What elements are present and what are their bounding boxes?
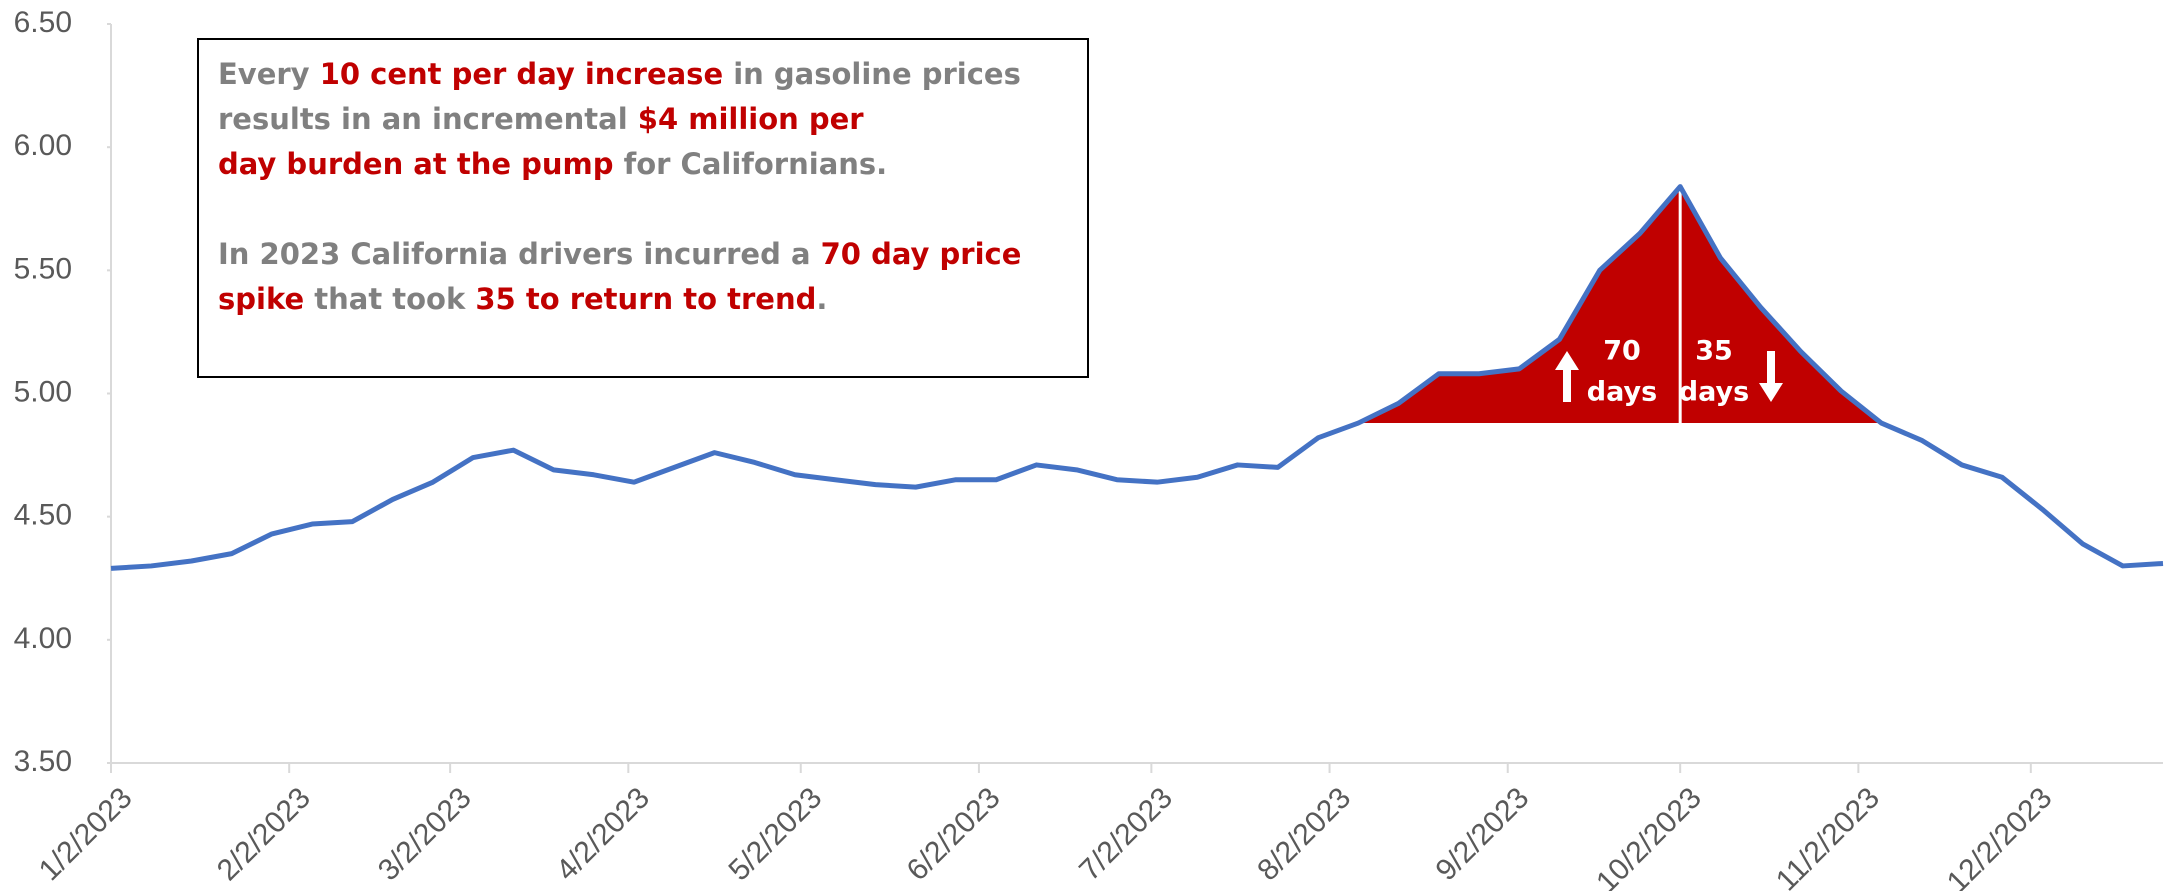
y-tick-label: 4.50 (14, 499, 72, 532)
price-line (110, 184, 2164, 571)
note-text: In 2023 California drivers incurred a (218, 237, 821, 271)
note-text: that took (304, 282, 475, 316)
spike-area (1358, 186, 1882, 424)
note-text: 70 day price (821, 237, 1022, 271)
x-tick-label: 8/2/2023 (1251, 781, 1357, 887)
x-tick-label: 1/2/2023 (33, 781, 139, 887)
y-tick-label: 6.50 (14, 6, 72, 39)
up-arrow (1555, 351, 1579, 402)
note-text: for Californians. (614, 147, 888, 181)
note-box (197, 38, 1089, 378)
note-text: 10 cent per day increase (320, 57, 723, 91)
y-tick-label: 6.00 (14, 129, 72, 162)
spike-label: days (1679, 377, 1749, 408)
note-text: . (816, 282, 827, 316)
y-tick-label: 5.50 (14, 252, 72, 285)
x-tick-label: 12/2/2023 (1941, 781, 2059, 891)
y-tick-label: 4.00 (14, 622, 72, 655)
note-text: day burden at the pump (218, 147, 614, 181)
y-tick-label: 5.00 (14, 375, 72, 408)
spike-label: 70 (1603, 336, 1641, 367)
y-tick-label: 3.50 (14, 745, 72, 778)
note-text: spike (218, 282, 304, 316)
spike-label: 35 (1695, 336, 1733, 367)
x-tick-label: 9/2/2023 (1429, 781, 1535, 887)
note-line: results in an incremental $4 million per (218, 102, 864, 136)
note-text: results in an incremental (218, 102, 638, 136)
x-tick-label: 10/2/2023 (1590, 781, 1708, 891)
x-tick-label: 4/2/2023 (550, 781, 656, 887)
note-line: In 2023 California drivers incurred a 70… (218, 237, 1021, 271)
down-arrow (1759, 351, 1783, 402)
x-tick-label: 7/2/2023 (1073, 781, 1179, 887)
x-tick-label: 11/2/2023 (1770, 781, 1886, 891)
spike-label: days (1587, 377, 1657, 408)
x-tick-label: 3/2/2023 (372, 781, 478, 887)
x-tick-label: 2/2/2023 (211, 781, 317, 887)
note-text: $4 million per (638, 102, 865, 136)
note-text: Every (218, 57, 320, 91)
x-tick-label: 6/2/2023 (901, 781, 1007, 887)
note-text: 35 to return to trend (475, 282, 816, 316)
note-text: in gasoline prices (723, 57, 1021, 91)
note-line: Every 10 cent per day increase in gasoli… (218, 57, 1021, 91)
x-tick-label: 5/2/2023 (722, 781, 828, 887)
note-line: day burden at the pump for Californians. (218, 147, 887, 181)
note-line: spike that took 35 to return to trend. (218, 282, 827, 316)
